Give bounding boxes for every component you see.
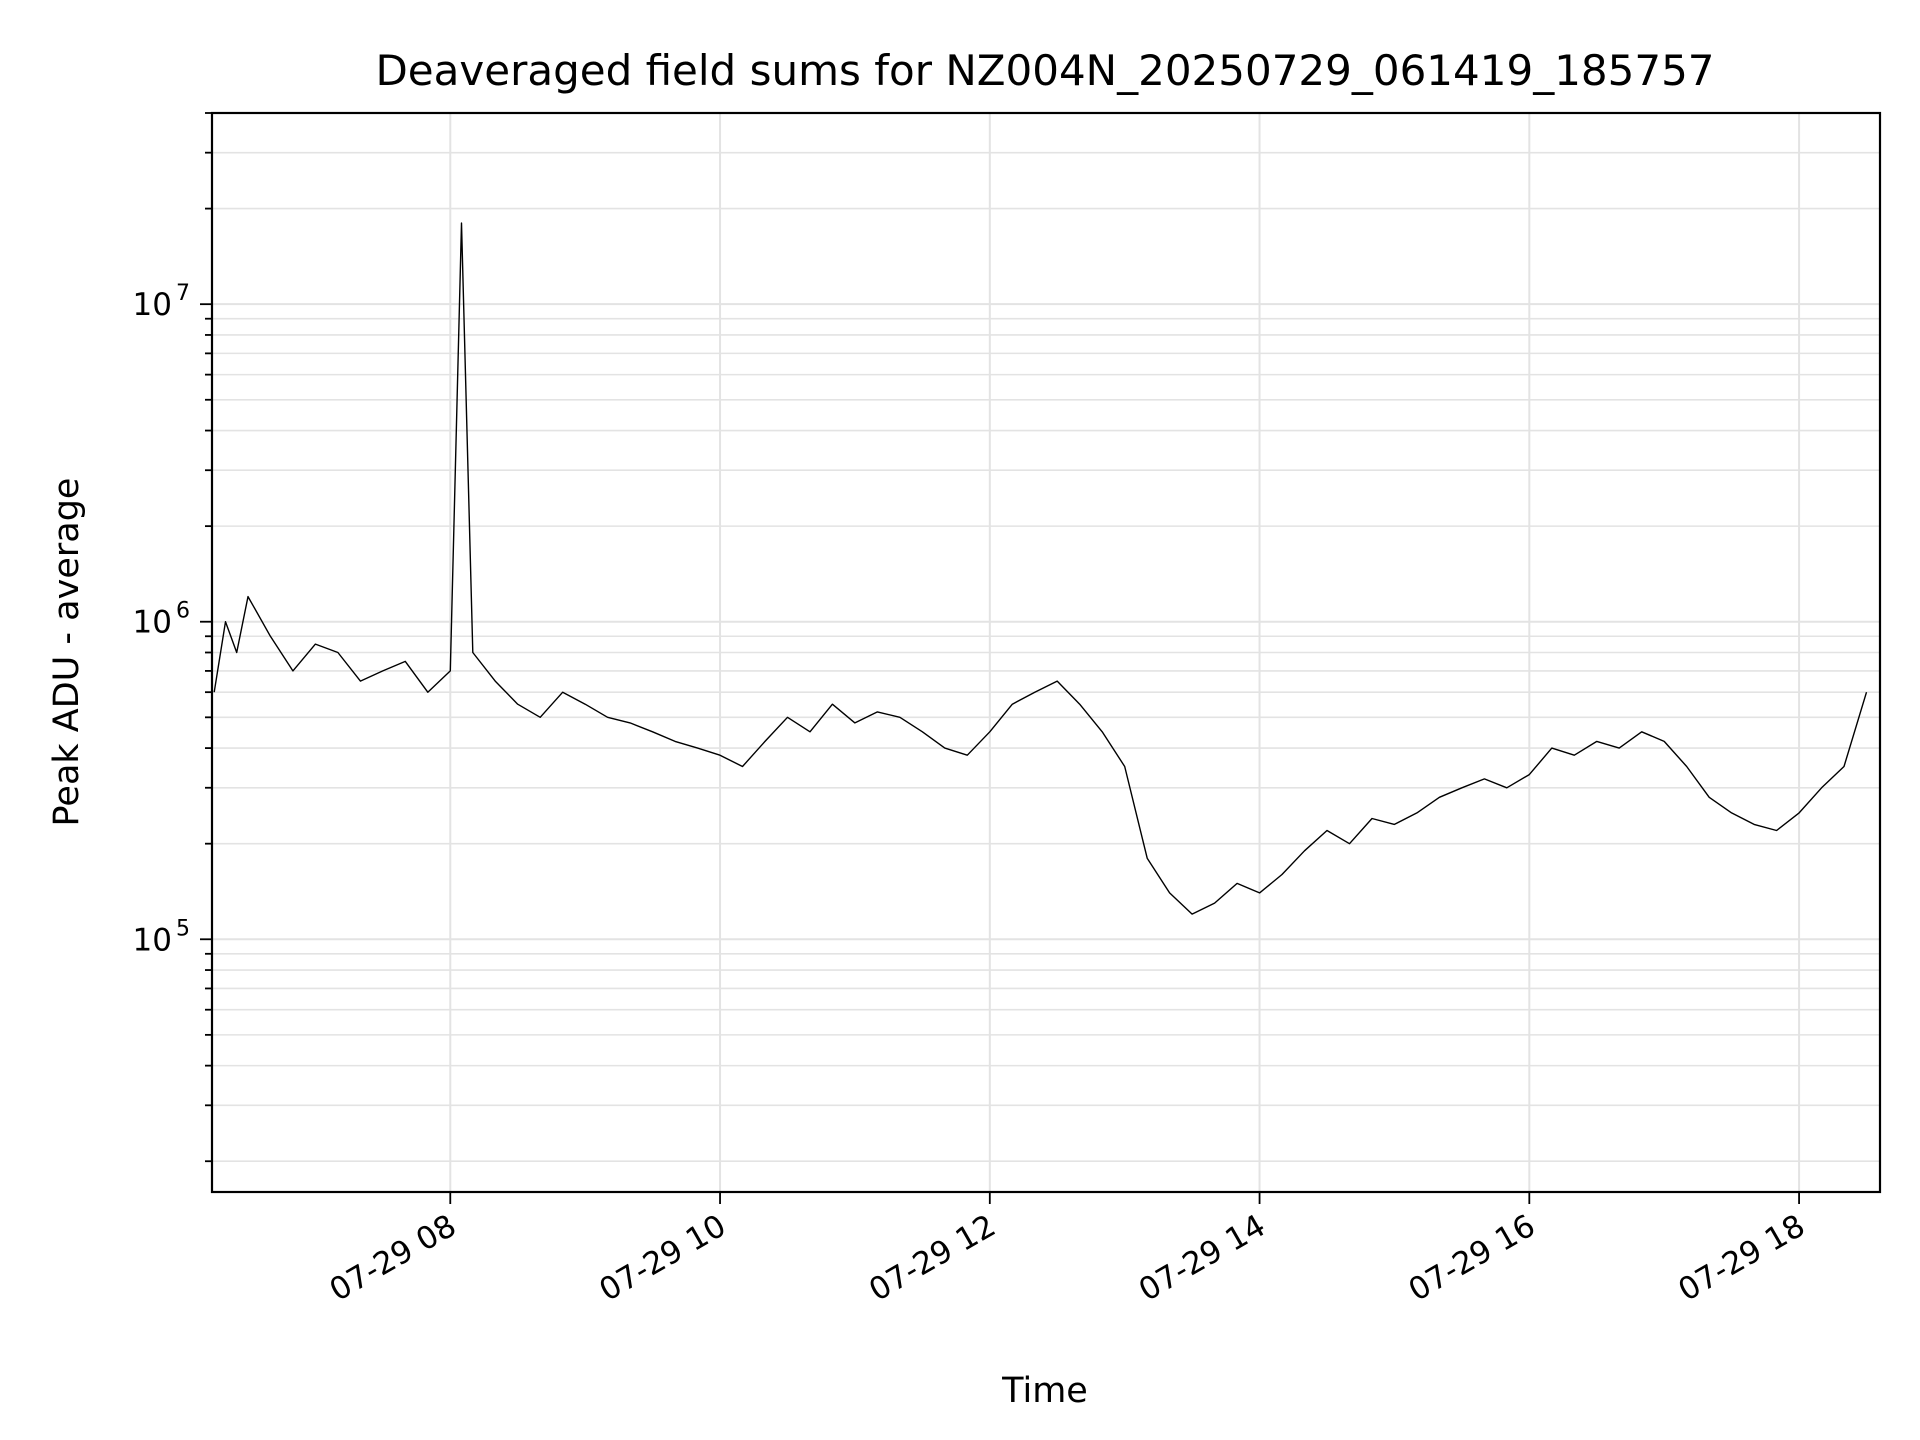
- x-tick-label: 07-29 14: [1133, 1208, 1272, 1309]
- x-tick-label: 07-29 18: [1672, 1208, 1811, 1309]
- y-tick-label-exponent: 5: [176, 916, 190, 941]
- grid: [212, 112, 1880, 1192]
- x-axis: 07-29 08 07-29 10 07-29 12 07-29 14 07-29 16…: [324, 1192, 1811, 1309]
- y-tick-label: 10: [133, 287, 172, 323]
- y-tick-label-exponent: 6: [176, 599, 190, 624]
- x-tick-label: 07-29 16: [1403, 1208, 1542, 1309]
- data-layer: [213, 222, 1868, 915]
- x-tick-label: 07-29 08: [324, 1208, 463, 1309]
- data-series-line: [213, 222, 1868, 915]
- y-axis-label: Peak ADU - average: [47, 478, 87, 827]
- x-axis-label: Time: [1001, 1371, 1088, 1411]
- y-tick-label: 10: [133, 922, 172, 958]
- x-tick-label: 07-29 10: [593, 1208, 732, 1309]
- y-tick-label-exponent: 7: [176, 281, 190, 306]
- chart-title: Deaveraged field sums for NZ004N_2025072…: [375, 46, 1714, 95]
- y-tick-label: 10: [133, 605, 172, 641]
- x-tick-label: 07-29 12: [863, 1208, 1002, 1309]
